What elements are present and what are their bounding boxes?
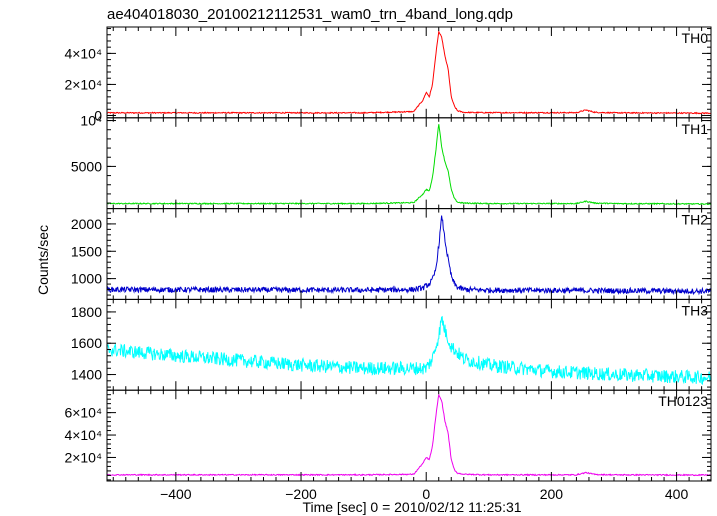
y-tick-label: 2×10⁴ [64,76,102,92]
y-tick-label: 1600 [71,335,102,351]
y-tick-label: 1500 [71,243,102,259]
series-th0 [107,29,711,115]
x-tick-label: 200 [540,486,564,502]
series-th0123 [107,394,711,477]
x-axis-label: Time [sec] 0 = 2010/02/12 11:25:31 [302,499,521,515]
panel-th0: 0 2×10⁴ 4×10⁴ TH0 [64,26,712,123]
chart-title: ae404018030_20100212112531_wam0_trn_4ban… [107,6,513,23]
x-tick-label: 400 [665,486,689,502]
panel-label: TH0123 [658,393,708,409]
series-th2 [107,215,711,296]
y-tick-label: 4×10⁴ [64,427,102,443]
y-tick-label: 2×10⁴ [64,449,102,465]
x-tick-label: −400 [160,486,192,502]
panel-label: TH0 [682,30,709,46]
panel-label: TH2 [682,212,709,228]
panel-th0123: 2×10⁴ 4×10⁴ 6×10⁴ TH0123 [64,389,712,482]
x-tick-label: 0 [422,486,430,502]
y-tick-label: 10⁴ [80,113,102,129]
panel-frame [106,26,712,119]
x-tick-label: −200 [285,486,317,502]
y-axis-label: Counts/sec [35,225,51,295]
panel-frame [106,117,712,210]
panel-label: TH1 [682,121,709,137]
y-tick-label: 4×10⁴ [64,45,102,61]
series-th1 [107,124,711,206]
y-tick-label: 6×10⁴ [64,405,102,421]
panel-frame [106,389,712,482]
series-th3 [107,315,711,385]
y-tick-label: 1800 [71,304,102,320]
y-tick-label: 1400 [71,367,102,383]
panel-th1: 5000 10⁴ TH1 [71,113,712,210]
y-tick-label: 5000 [71,158,102,174]
panel-label: TH3 [682,302,709,318]
y-tick-label: 0 [94,107,102,123]
panel-th3: 1400 1600 1800 TH3 [71,298,712,391]
panel-frame [106,208,712,300]
panel-th2: 1000 1500 2000 TH2 [71,208,712,300]
y-tick-label: 1000 [71,271,102,287]
y-tick-label: 2000 [71,216,102,232]
